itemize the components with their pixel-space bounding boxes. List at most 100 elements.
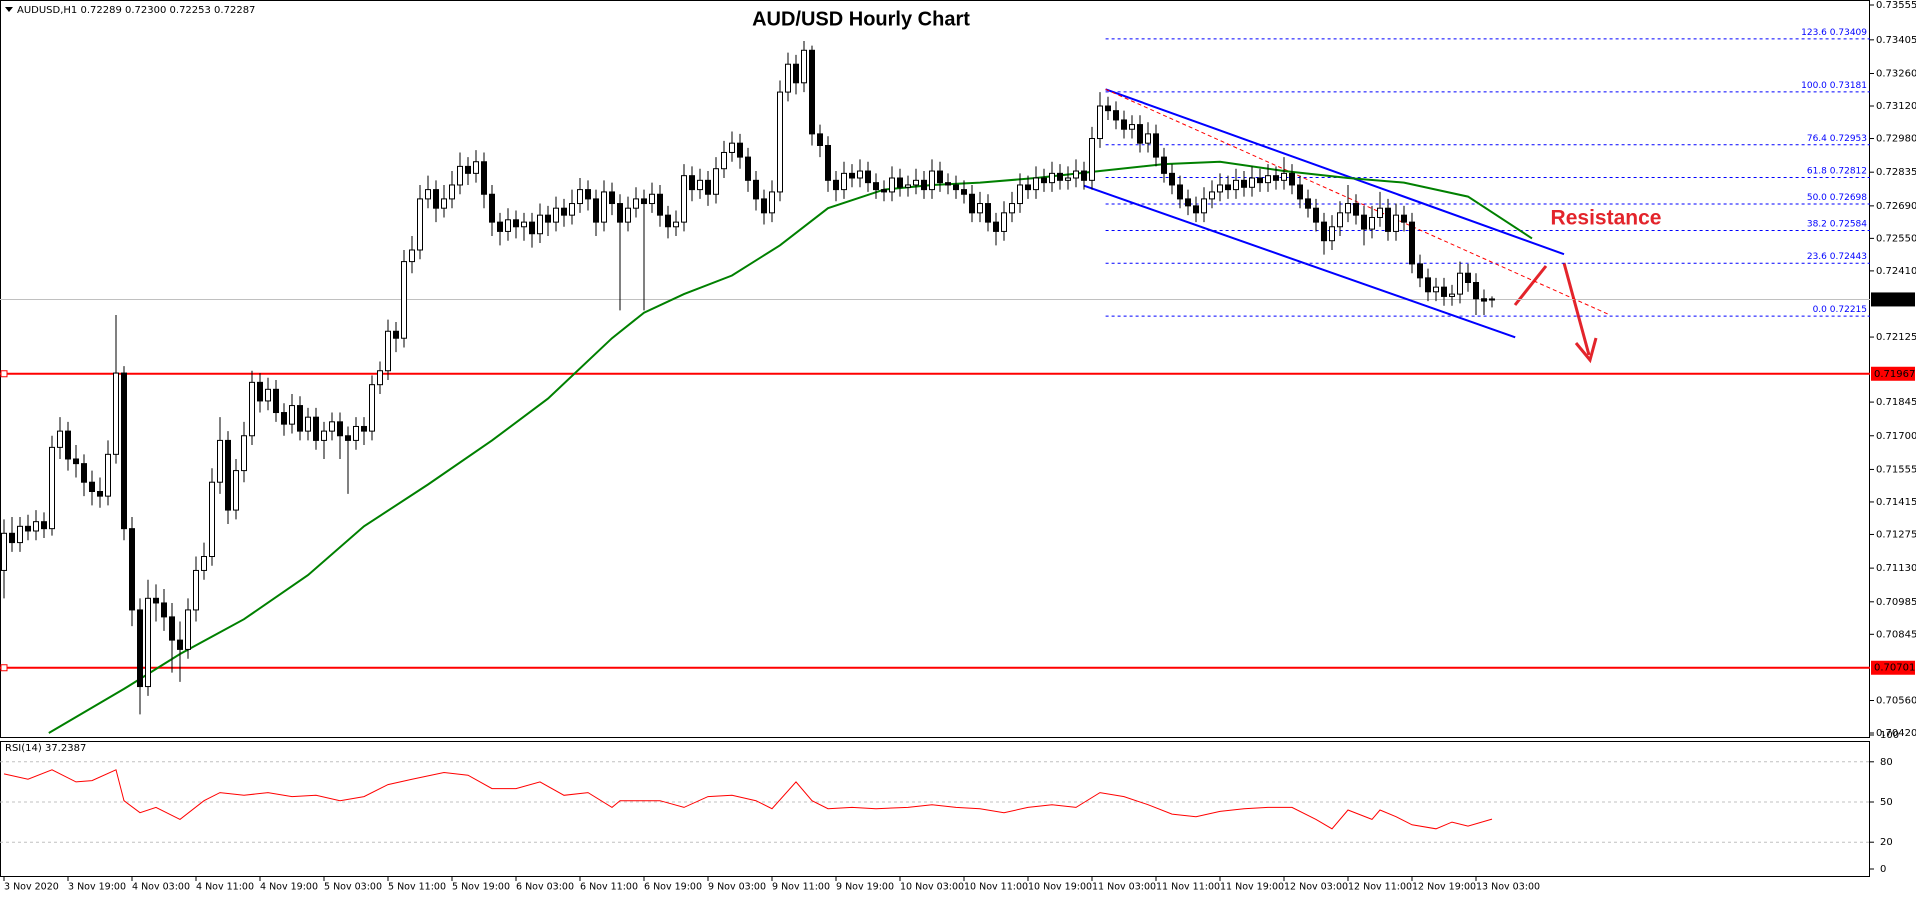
candle-body (337, 421, 343, 437)
x-tick-label: 5 Nov 03:00 (324, 882, 382, 893)
candle-body (1425, 277, 1431, 293)
candle-body (441, 198, 447, 209)
candle-body (169, 616, 175, 641)
candle-body (25, 525, 31, 532)
candle-body (849, 172, 855, 179)
candle-body (1225, 184, 1231, 191)
x-tick-label: 9 Nov 03:00 (708, 882, 766, 893)
candle-body (377, 370, 383, 386)
candle-body (657, 193, 663, 216)
candle-body (689, 175, 695, 191)
last-price-label: 0.72287 (1874, 294, 1915, 305)
annotation: Resistance (1551, 207, 1662, 230)
y-tick-label: 0.72835 (1876, 167, 1916, 178)
candle-body (1305, 198, 1311, 209)
candle-body (617, 203, 623, 223)
x-tick-label: 11 Nov 19:00 (1220, 882, 1284, 893)
x-tick-label: 11 Nov 11:00 (1156, 882, 1220, 893)
candle-body (969, 193, 975, 214)
candle-body (1393, 214, 1399, 232)
y-tick-label: 0.71555 (1876, 464, 1916, 475)
candle-body (545, 214, 551, 223)
candle-body (73, 458, 79, 465)
level-marker (0, 664, 8, 672)
fib-label: 100.0 0.73181 (1801, 80, 1867, 90)
candle-body (1457, 272, 1463, 295)
candle-body (153, 597, 159, 604)
rsi-tick-label: 20 (1880, 837, 1893, 848)
candle-body (1137, 124, 1143, 144)
y-tick-label: 0.70985 (1876, 597, 1916, 608)
x-tick-label: 13 Nov 03:00 (1476, 882, 1540, 893)
candle-body (233, 470, 239, 511)
candle-body (353, 425, 359, 441)
fib-value: 0.72584 (1830, 219, 1867, 229)
candle-body (57, 430, 63, 448)
candle-body (1049, 172, 1055, 184)
candle-body (1001, 212, 1007, 232)
candle-body (41, 521, 47, 530)
candle-body (297, 405, 303, 432)
x-tick-label: 9 Nov 11:00 (772, 882, 830, 893)
fib-ratio: 76.4 (1807, 133, 1827, 143)
fib-label: 38.2 0.72584 (1807, 219, 1867, 229)
candle-body (329, 421, 335, 432)
candle-body (1289, 172, 1295, 186)
candle-body (937, 170, 943, 184)
candle-body (705, 179, 711, 195)
candle-body (449, 184, 455, 200)
candle-body (129, 528, 135, 611)
candle-body (385, 330, 391, 372)
candle-body (33, 521, 39, 532)
candle-body (249, 381, 255, 437)
candle-body (1265, 175, 1271, 184)
candle-body (1017, 184, 1023, 205)
last-price-box (1871, 292, 1915, 307)
candle-body (1257, 177, 1263, 184)
fib-ratio: 23.6 (1807, 252, 1827, 262)
candle-body (105, 453, 111, 497)
x-tick-label: 12 Nov 19:00 (1412, 882, 1476, 893)
x-tick-label: 11 Nov 03:00 (1092, 882, 1156, 893)
candle-body (369, 384, 375, 432)
candle-body (225, 439, 231, 511)
fib-label: 76.4 0.72953 (1807, 133, 1867, 143)
candle-body (601, 191, 607, 223)
candle-body (1113, 110, 1119, 121)
x-tick-label: 3 Nov 19:00 (68, 882, 126, 893)
chart-header: AUDUSD,H1 0.72289 0.72300 0.72253 0.7228… (17, 5, 255, 16)
candle-body (953, 184, 959, 191)
candle-body (457, 165, 463, 186)
candle-body (49, 446, 55, 530)
candle-body (209, 481, 215, 558)
candle-body (1073, 170, 1079, 179)
candle-body (1209, 191, 1215, 200)
x-tick-label: 6 Nov 19:00 (644, 882, 702, 893)
y-tick-label: 0.70420 (1876, 728, 1916, 739)
arrow (1562, 262, 1591, 356)
trend-line (1105, 88, 1611, 316)
candle-body (505, 219, 511, 232)
channel-line (1083, 184, 1516, 339)
candle-body (881, 189, 887, 193)
candle-body (753, 179, 759, 200)
candle-body (257, 381, 263, 402)
candle-body (945, 182, 951, 186)
candle-body (121, 372, 127, 530)
fib-ratio: 50.0 (1807, 193, 1827, 203)
candle-body (9, 532, 15, 544)
candle-body (393, 330, 399, 339)
candle-body (985, 203, 991, 223)
candle-body (1249, 177, 1255, 188)
candle-body (1433, 286, 1439, 293)
candle-body (161, 602, 167, 618)
x-tick-label: 9 Nov 19:00 (836, 882, 894, 893)
candle-body (961, 189, 967, 195)
x-tick-label: 5 Nov 19:00 (452, 882, 510, 893)
x-tick-label: 4 Nov 11:00 (196, 882, 254, 893)
y-tick-label: 0.73120 (1876, 101, 1916, 112)
candle-body (785, 63, 791, 93)
